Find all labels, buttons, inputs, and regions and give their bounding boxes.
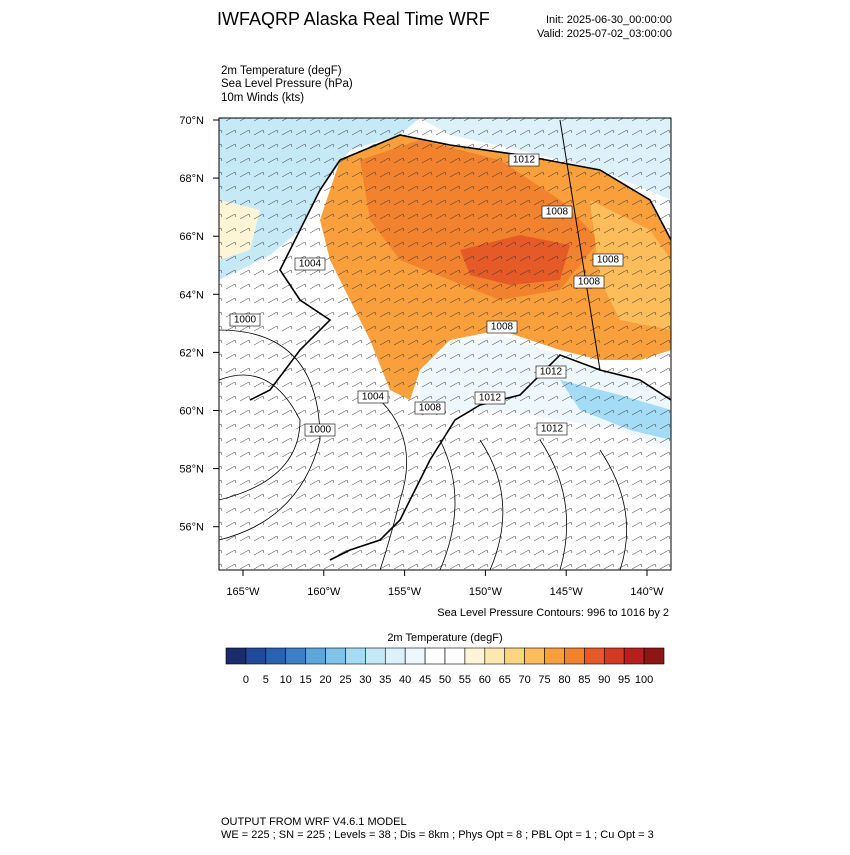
- footer-line: OUTPUT FROM WRF V4.6.1 MODEL: [221, 816, 407, 828]
- colorbar-bin: [265, 647, 287, 665]
- colorbar-bin: [544, 647, 565, 665]
- colorbar-bin: [305, 647, 326, 665]
- colorbar-tick-label: 80: [558, 674, 570, 686]
- contour-label: 1008: [597, 255, 620, 266]
- colorbar-tick-label: 40: [399, 674, 411, 686]
- lat-label: 62°N: [179, 347, 204, 359]
- footer-line: WE = 225 ; SN = 225 ; Levels = 38 ; Dis …: [221, 829, 654, 841]
- colorbar-tick-label: 85: [578, 674, 590, 686]
- contour-label: 1012: [513, 155, 536, 166]
- contour-label: 1008: [546, 207, 569, 218]
- colorbar-tick-label: 25: [339, 674, 351, 686]
- colorbar-bin: [325, 647, 346, 665]
- field-label: Sea Level Pressure (hPa): [221, 78, 353, 90]
- colorbar-tick-label: 50: [439, 674, 451, 686]
- valid-time: Valid: 2025-07-02_03:00:00: [537, 28, 672, 40]
- colorbar-bin: [623, 647, 645, 665]
- colorbar-tick-label: 10: [280, 674, 292, 686]
- colorbar-bin: [564, 647, 585, 665]
- colorbar-tick-label: 95: [618, 674, 630, 686]
- lat-label: 70°N: [179, 115, 204, 127]
- field-label: 2m Temperature (degF): [221, 65, 342, 77]
- colorbar-bin: [285, 647, 306, 665]
- colorbar-tick-label: 60: [479, 674, 491, 686]
- colorbar-bin: [444, 647, 466, 665]
- colorbar-tick-label: 70: [519, 674, 531, 686]
- lat-label: 66°N: [179, 231, 204, 243]
- colorbar-bin: [404, 647, 426, 665]
- colorbar-tick-label: 55: [459, 674, 471, 686]
- colorbar-tick-label: 75: [538, 674, 550, 686]
- colorbar-tick-label: 65: [499, 674, 511, 686]
- lon-label: 140°W: [630, 586, 664, 598]
- contour-label: 1012: [540, 367, 563, 378]
- lat-label: 64°N: [179, 289, 204, 301]
- colorbar-tick-label: 20: [319, 674, 331, 686]
- colorbar-bin: [424, 647, 446, 665]
- colorbar-tick-label: 0: [243, 674, 249, 686]
- map-frame: [218, 117, 672, 571]
- colorbar-bin: [464, 647, 486, 665]
- colorbar-bin: [643, 647, 665, 665]
- colorbar-bin: [345, 647, 366, 665]
- contour-label: 1012: [479, 393, 502, 404]
- colorbar-bin: [245, 647, 267, 665]
- colorbar-tick-label: 45: [419, 674, 431, 686]
- colorbar-bin: [384, 647, 406, 665]
- lon-label: 155°W: [388, 586, 422, 598]
- lon-label: 150°W: [469, 586, 503, 598]
- lat-label: 56°N: [179, 522, 204, 534]
- lon-label: 145°W: [550, 586, 584, 598]
- contour-label: 1000: [309, 425, 332, 436]
- colorbar-tick-label: 90: [598, 674, 610, 686]
- contour-label: 1008: [491, 322, 514, 333]
- colorbar-bin: [603, 647, 625, 665]
- lat-label: 68°N: [179, 173, 204, 185]
- colorbar-bin: [504, 647, 525, 665]
- lat-label: 58°N: [179, 464, 204, 476]
- colorbar-bin: [484, 647, 506, 665]
- contour-note: Sea Level Pressure Contours: 996 to 1016…: [437, 607, 669, 619]
- contour-label: 1012: [541, 424, 564, 435]
- field-label: 10m Winds (kts): [221, 92, 304, 104]
- colorbar-bin: [584, 647, 605, 665]
- lon-label: 160°W: [307, 586, 341, 598]
- colorbar-title: 2m Temperature (degF): [387, 632, 502, 644]
- colorbar-tick-label: 30: [359, 674, 371, 686]
- contour-label: 1008: [419, 403, 442, 414]
- lon-label: 165°W: [226, 586, 260, 598]
- colorbar-tick-label: 35: [379, 674, 391, 686]
- init-time: Init: 2025-06-30_00:00:00: [546, 14, 672, 26]
- colorbar-tick-label: 100: [635, 674, 653, 686]
- contour-label: 1008: [578, 277, 601, 288]
- contour-label: 1004: [299, 259, 322, 270]
- colorbar-tick-label: 15: [300, 674, 312, 686]
- map: 1012 1008 1008 1008 1004 1000 1008 1012 …: [219, 118, 671, 570]
- lat-label: 60°N: [179, 406, 204, 418]
- colorbar-tick-label: 5: [263, 674, 269, 686]
- title: IWFAQRP Alaska Real Time WRF: [217, 9, 490, 29]
- colorbar-bin: [225, 647, 247, 665]
- colorbar-bin: [365, 647, 386, 665]
- contour-label: 1004: [362, 392, 385, 403]
- colorbar-bin: [524, 647, 545, 665]
- contour-label: 1000: [234, 315, 257, 326]
